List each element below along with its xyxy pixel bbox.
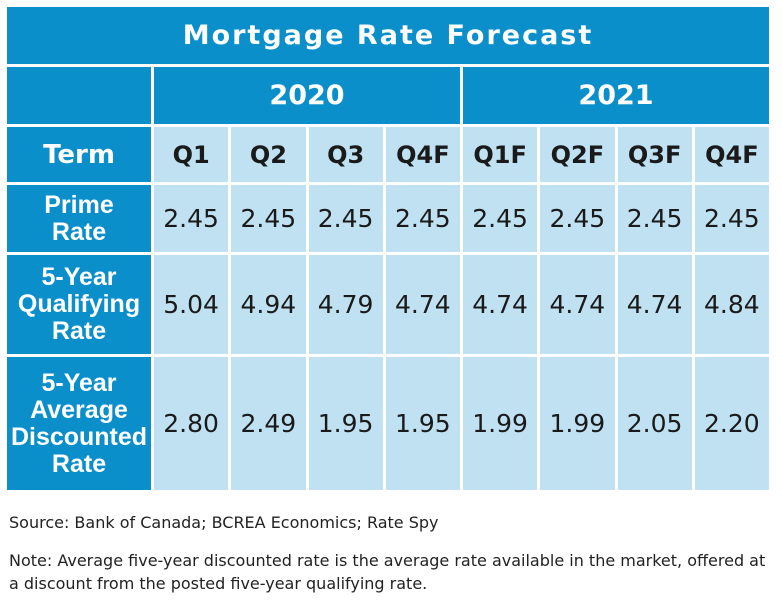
year-header-2020: 2020 (154, 67, 460, 124)
value-cell: 2.80 (154, 357, 229, 490)
row-header-line: Discounted (10, 422, 148, 451)
row-header-line: Rate (51, 317, 107, 345)
value-cell: 4.74 (385, 255, 460, 354)
column-header: Q2 (231, 127, 306, 182)
value-cell: 2.45 (308, 185, 383, 252)
year-header-2021: 2021 (463, 67, 769, 124)
row-header-line: Qualifying (17, 290, 141, 318)
value-cell: 2.20 (694, 357, 769, 490)
value-cell: 1.99 (463, 357, 538, 490)
value-cell: 2.45 (154, 185, 229, 252)
forecast-table: Mortgage Rate Forecast 2020 2021 Term Q1… (4, 4, 772, 493)
value-cell: 1.99 (540, 357, 615, 490)
value-cell: 4.84 (694, 255, 769, 354)
row-header-discounted-rate: 5-Year Average Discounted Rate (7, 357, 151, 490)
value-cell: 2.49 (231, 357, 306, 490)
term-header: Term (7, 127, 151, 182)
value-cell: 2.45 (385, 185, 460, 252)
table-row-discounted-rate: 5-Year Average Discounted Rate 2.80 2.49… (7, 357, 769, 490)
value-cell: 4.74 (540, 255, 615, 354)
column-header: Q1F (463, 127, 538, 182)
source-text: Source: Bank of Canada; BCREA Economics;… (9, 513, 439, 532)
row-header-line: Rate (51, 217, 107, 246)
value-cell: 1.95 (308, 357, 383, 490)
value-cell: 4.74 (463, 255, 538, 354)
column-header: Q1 (154, 127, 229, 182)
value-cell: 2.45 (540, 185, 615, 252)
value-cell: 4.74 (617, 255, 692, 354)
row-header-line: Average (30, 395, 128, 424)
value-cell: 4.94 (231, 255, 306, 354)
row-header-prime-rate: Prime Rate (7, 185, 151, 252)
value-cell: 2.45 (231, 185, 306, 252)
table-row-prime-rate: Prime Rate 2.45 2.45 2.45 2.45 2.45 2.45… (7, 185, 769, 252)
column-header: Q3 (308, 127, 383, 182)
row-header-line: 5-Year (41, 263, 117, 291)
column-header: Q3F (617, 127, 692, 182)
column-header: Q4F (385, 127, 460, 182)
value-cell: 5.04 (154, 255, 229, 354)
row-header-qualifying-rate: 5-Year Qualifying Rate (7, 255, 151, 354)
value-cell: 2.45 (694, 185, 769, 252)
column-header: Q2F (540, 127, 615, 182)
value-cell: 4.79 (308, 255, 383, 354)
year-spacer (7, 67, 151, 124)
table-row-qualifying-rate: 5-Year Qualifying Rate 5.04 4.94 4.79 4.… (7, 255, 769, 354)
row-header-line: Prime (44, 190, 114, 219)
row-header-line: 5-Year (41, 368, 117, 397)
value-cell: 2.45 (463, 185, 538, 252)
value-cell: 2.05 (617, 357, 692, 490)
value-cell: 1.95 (385, 357, 460, 490)
value-cell: 2.45 (617, 185, 692, 252)
table-title: Mortgage Rate Forecast (7, 7, 769, 64)
forecast-table-container: Mortgage Rate Forecast 2020 2021 Term Q1… (7, 7, 775, 490)
column-header: Q4F (694, 127, 769, 182)
note-text: Note: Average five-year discounted rate … (9, 551, 766, 593)
row-header-line: Rate (51, 449, 107, 478)
